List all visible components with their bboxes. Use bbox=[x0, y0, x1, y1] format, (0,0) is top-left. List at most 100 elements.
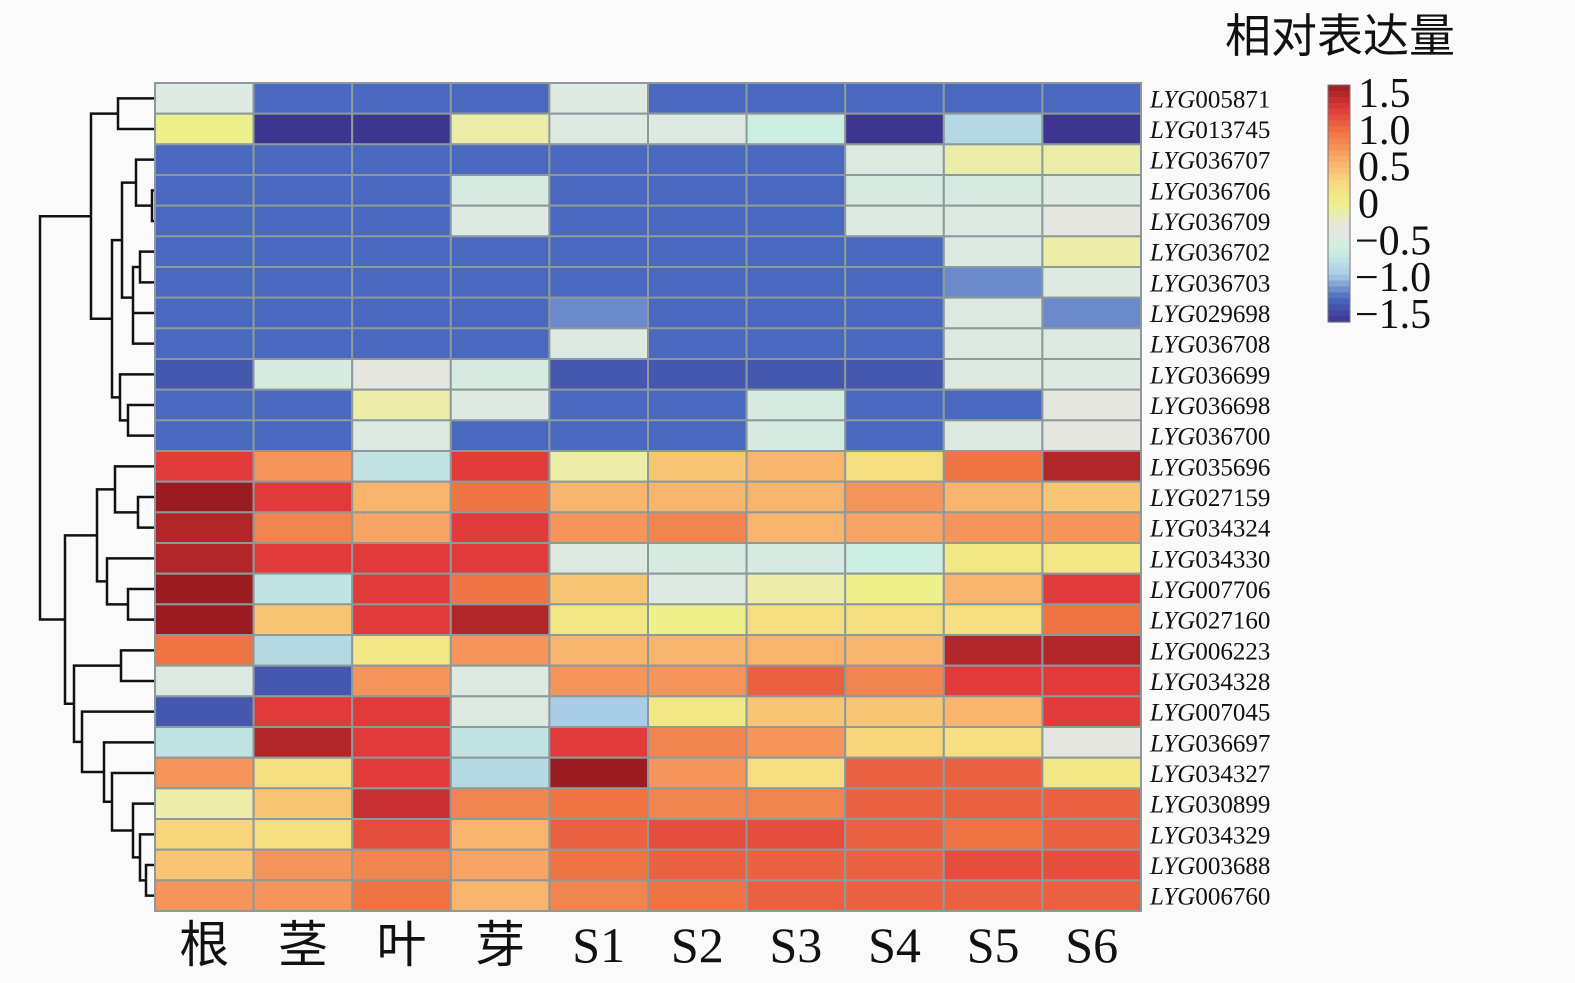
heatmap-cell bbox=[745, 388, 847, 422]
heatmap-cell bbox=[942, 511, 1044, 544]
heatmap-cell bbox=[154, 296, 255, 330]
legend-swatch bbox=[1328, 185, 1350, 193]
heatmap-cell bbox=[844, 450, 945, 483]
heatmap-cell bbox=[154, 726, 255, 759]
heatmap-cell bbox=[745, 634, 847, 667]
heatmap-cell bbox=[1041, 542, 1143, 575]
heatmap-cell bbox=[1041, 82, 1143, 115]
legend-swatch bbox=[1328, 286, 1350, 293]
heatmap-cell bbox=[942, 327, 1044, 361]
heatmap-cell bbox=[252, 511, 354, 544]
heatmap-cell bbox=[449, 879, 551, 912]
heatmap-cell bbox=[647, 756, 748, 790]
heatmap-cell bbox=[844, 848, 945, 882]
heatmap-cell bbox=[647, 603, 748, 636]
heatmap-cell bbox=[745, 266, 847, 299]
heatmap-cell bbox=[154, 266, 255, 299]
heatmap-cell bbox=[844, 358, 945, 391]
heatmap-cell bbox=[844, 695, 945, 728]
heatmap-cell bbox=[252, 327, 354, 361]
heatmap-cell bbox=[449, 235, 551, 268]
heatmap-cell bbox=[449, 848, 551, 882]
heatmap-cell bbox=[1041, 480, 1143, 514]
heatmap-cell bbox=[745, 787, 847, 820]
heatmap-cell bbox=[942, 726, 1044, 759]
heatmap-cell bbox=[745, 82, 847, 115]
heatmap-cell bbox=[647, 82, 748, 115]
heatmap-cell bbox=[745, 480, 847, 514]
heatmap-cell bbox=[942, 542, 1044, 575]
heatmap-cell bbox=[351, 756, 452, 790]
heatmap-cell bbox=[745, 419, 847, 453]
heatmap-cell bbox=[942, 603, 1044, 636]
legend-tick-label: −1.5 bbox=[1355, 292, 1431, 338]
legend-swatch bbox=[1328, 132, 1350, 139]
heatmap-cell bbox=[351, 603, 452, 636]
row-label: LYG034329 bbox=[1149, 822, 1270, 849]
legend-swatch bbox=[1328, 233, 1350, 240]
heatmap-cell bbox=[647, 174, 748, 207]
heatmap-cell bbox=[942, 266, 1044, 299]
heatmap-cell bbox=[351, 358, 452, 391]
heatmap-cell bbox=[844, 419, 945, 453]
heatmap-cell bbox=[351, 112, 452, 146]
heatmap-cell bbox=[647, 266, 748, 299]
heatmap-cell bbox=[154, 358, 255, 391]
heatmap-cell bbox=[1041, 848, 1143, 882]
heatmap-cell bbox=[252, 726, 354, 759]
heatmap-cell bbox=[252, 787, 354, 820]
legend-tick-label: −0.5 bbox=[1355, 218, 1431, 264]
row-label: LYG036708 bbox=[1149, 332, 1270, 359]
row-label: LYG036707 bbox=[1149, 148, 1270, 175]
heatmap-cell bbox=[1041, 296, 1143, 330]
row-label: LYG027159 bbox=[1149, 485, 1270, 512]
legend-swatch bbox=[1328, 298, 1350, 305]
heatmap-cell bbox=[745, 358, 847, 391]
heatmap-cell bbox=[548, 695, 650, 728]
heatmap-cell bbox=[1041, 511, 1143, 544]
heatmap-cell bbox=[351, 511, 452, 544]
heatmap-cell bbox=[1041, 818, 1143, 851]
heatmap-cell bbox=[745, 296, 847, 330]
heatmap-cell bbox=[844, 542, 945, 575]
heatmap-cell bbox=[548, 848, 650, 882]
row-label: LYG034324 bbox=[1149, 516, 1271, 543]
column-label: S1 bbox=[572, 917, 625, 973]
heatmap-cells bbox=[154, 82, 1143, 912]
row-label: LYG006223 bbox=[1149, 638, 1270, 665]
heatmap-cell bbox=[252, 143, 354, 176]
heatmap-cell bbox=[647, 112, 748, 146]
heatmap-cell bbox=[647, 388, 748, 422]
heatmap-cell bbox=[745, 235, 847, 268]
heatmap-cell bbox=[745, 879, 847, 912]
heatmap-cell bbox=[154, 787, 255, 820]
row-label: LYG007706 bbox=[1149, 577, 1270, 604]
heatmap-cell bbox=[1041, 726, 1143, 759]
heatmap-cell bbox=[844, 82, 945, 115]
heatmap-cell bbox=[154, 756, 255, 790]
heatmap-cell bbox=[942, 787, 1044, 820]
heatmap-cell bbox=[1041, 174, 1143, 207]
column-label: S3 bbox=[769, 917, 822, 973]
heatmap-cell bbox=[351, 542, 452, 575]
legend-swatch bbox=[1328, 114, 1350, 122]
heatmap-cell bbox=[745, 695, 847, 728]
heatmap-cell bbox=[647, 572, 748, 606]
heatmap-cell bbox=[647, 480, 748, 514]
heatmap-cell bbox=[154, 143, 255, 176]
column-label: S4 bbox=[868, 917, 921, 973]
column-label: 芽 bbox=[475, 917, 525, 973]
heatmap-cell bbox=[942, 450, 1044, 483]
heatmap-cell bbox=[647, 879, 748, 912]
row-label: LYG027160 bbox=[1149, 608, 1270, 635]
heatmap-cell bbox=[844, 204, 945, 238]
legend-swatch bbox=[1328, 167, 1350, 175]
heatmap-cell bbox=[449, 756, 551, 790]
column-label: 茎 bbox=[278, 917, 328, 973]
heatmap-cell bbox=[548, 787, 650, 820]
row-label: LYG034328 bbox=[1149, 669, 1270, 696]
heatmap-cell bbox=[548, 726, 650, 759]
heatmap-cell bbox=[351, 296, 452, 330]
heatmap-cell bbox=[449, 726, 551, 759]
row-label: LYG036699 bbox=[1149, 362, 1270, 389]
